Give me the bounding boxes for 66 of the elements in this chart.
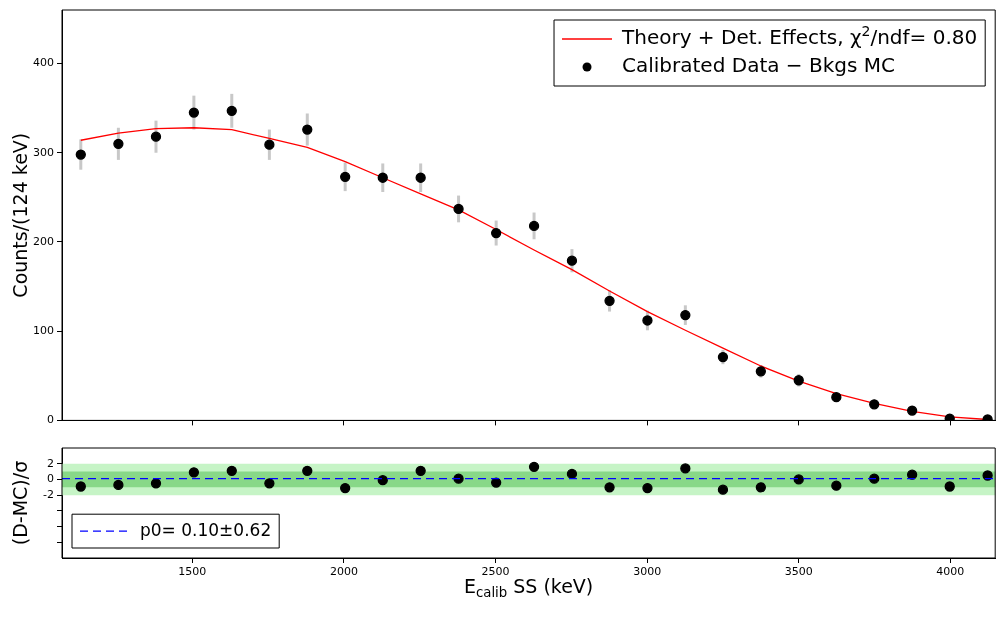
point <box>113 138 124 149</box>
point <box>642 482 653 494</box>
point <box>453 473 464 484</box>
point <box>906 405 918 416</box>
point <box>982 470 993 481</box>
y-tick-label: 400 <box>33 56 54 70</box>
y-tick-label: -2 <box>43 488 54 501</box>
y-tick-label: 200 <box>33 234 54 248</box>
point <box>566 255 578 266</box>
point <box>755 482 766 493</box>
point <box>415 465 426 476</box>
point <box>340 171 351 182</box>
point <box>906 469 918 480</box>
point <box>453 203 464 215</box>
y-tick-label: 100 <box>33 324 54 338</box>
point <box>264 139 275 150</box>
point <box>340 482 351 494</box>
point <box>226 105 237 116</box>
point <box>680 309 691 321</box>
legend-label: Calibrated Data − Bkgs MC <box>622 53 895 78</box>
point <box>869 473 880 484</box>
x-tick-label: 3500 <box>784 565 813 579</box>
legend-label: p0= 0.10±0.62 <box>140 519 272 540</box>
x-tick-label: 3000 <box>633 565 662 579</box>
point <box>793 375 804 386</box>
point <box>717 351 729 363</box>
point <box>113 479 124 491</box>
point <box>415 172 426 183</box>
point <box>944 413 955 421</box>
point <box>302 465 313 476</box>
point <box>680 463 691 474</box>
x-tick-label: 1500 <box>178 565 207 579</box>
point <box>491 477 502 488</box>
point <box>188 467 200 478</box>
point <box>869 399 880 410</box>
point <box>226 465 237 476</box>
x-tick-label: 2500 <box>481 565 510 579</box>
point <box>717 484 729 495</box>
point <box>831 480 842 491</box>
x-tick-label: 2000 <box>329 565 358 579</box>
y-tick-label: 0 <box>47 413 54 427</box>
x-tick-label: 4000 <box>936 565 965 579</box>
point <box>491 227 502 239</box>
point <box>150 478 162 489</box>
point <box>150 131 162 142</box>
y-tick-label: 0 <box>47 472 54 486</box>
point <box>528 461 540 473</box>
point <box>188 107 200 118</box>
point <box>944 481 955 492</box>
point <box>377 475 388 486</box>
point <box>831 392 842 403</box>
point <box>642 315 653 326</box>
y-axis-title: Counts/(124 keV) <box>8 132 31 298</box>
point <box>528 220 540 232</box>
y-tick-label: 300 <box>33 145 54 159</box>
point <box>793 474 804 485</box>
point <box>755 366 766 377</box>
point <box>604 482 615 493</box>
point <box>604 295 615 306</box>
y-tick-label: 2 <box>47 456 54 470</box>
point <box>75 481 86 492</box>
point <box>75 149 86 160</box>
point <box>377 172 388 183</box>
point <box>264 478 275 489</box>
y-axis-title: (D-MC)/σ <box>8 460 31 546</box>
point <box>302 124 313 135</box>
